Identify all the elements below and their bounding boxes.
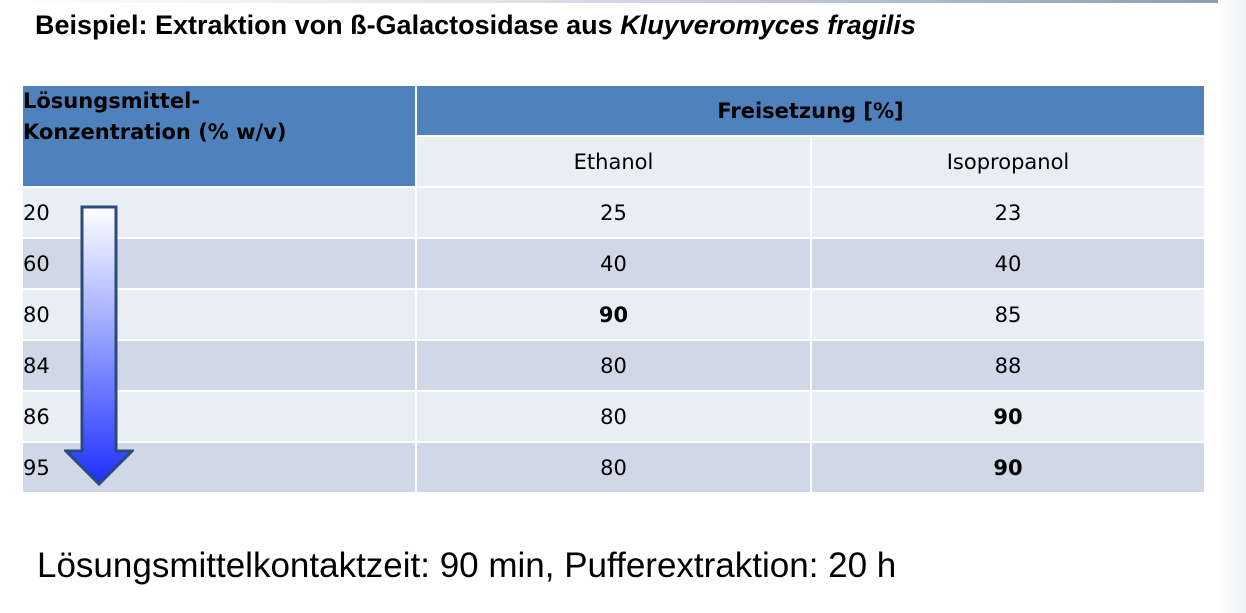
cell-isopropanol: 88 (810, 339, 1206, 392)
table-row: 20 25 23 (21, 186, 1206, 239)
slide-title: Beispiel: Extraktion von ß-Galactosidase… (35, 10, 1225, 41)
header-isopropanol: Isopropanol (810, 135, 1206, 188)
cell-isopropanol: 85 (810, 288, 1206, 341)
table-row: 80 90 85 (21, 288, 1206, 341)
header-concentration-line1: Lösungsmittel- (23, 89, 201, 113)
cell-isopropanol: 90 (810, 441, 1206, 494)
header-concentration-line2: Konzentration (% w/v) (23, 120, 287, 144)
cell-ethanol: 40 (415, 237, 812, 290)
table-row: 84 80 88 (21, 339, 1206, 392)
cell-isopropanol: 90 (810, 390, 1206, 443)
slide-title-organism: Kluyveromyces fragilis (620, 10, 916, 40)
top-rule (0, 0, 1246, 3)
cell-ethanol: 80 (415, 441, 812, 494)
down-arrow-icon (64, 205, 134, 486)
cell-ethanol: 90 (415, 288, 812, 341)
table-row: 60 40 40 (21, 237, 1206, 290)
results-table: Lösungsmittel- Konzentration (% w/v) Fre… (21, 84, 1206, 494)
footnote: Lösungsmittelkontaktzeit: 90 min, Puffer… (37, 546, 897, 585)
table-row: 86 80 90 (21, 390, 1206, 443)
cell-ethanol: 80 (415, 339, 812, 392)
cell-concentration: 84 (21, 339, 417, 392)
table-row: 95 80 90 (21, 441, 1206, 494)
slide-edge-band (1218, 0, 1246, 613)
cell-isopropanol: 40 (810, 237, 1206, 290)
cell-ethanol: 25 (415, 186, 812, 239)
header-ethanol: Ethanol (415, 135, 812, 188)
header-concentration: Lösungsmittel- Konzentration (% w/v) (21, 84, 417, 188)
header-release: Freisetzung [%] (415, 84, 1206, 137)
cell-ethanol: 80 (415, 390, 812, 443)
slide-title-prefix: Beispiel: Extraktion von ß-Galactosidase… (35, 10, 621, 40)
cell-isopropanol: 23 (810, 186, 1206, 239)
